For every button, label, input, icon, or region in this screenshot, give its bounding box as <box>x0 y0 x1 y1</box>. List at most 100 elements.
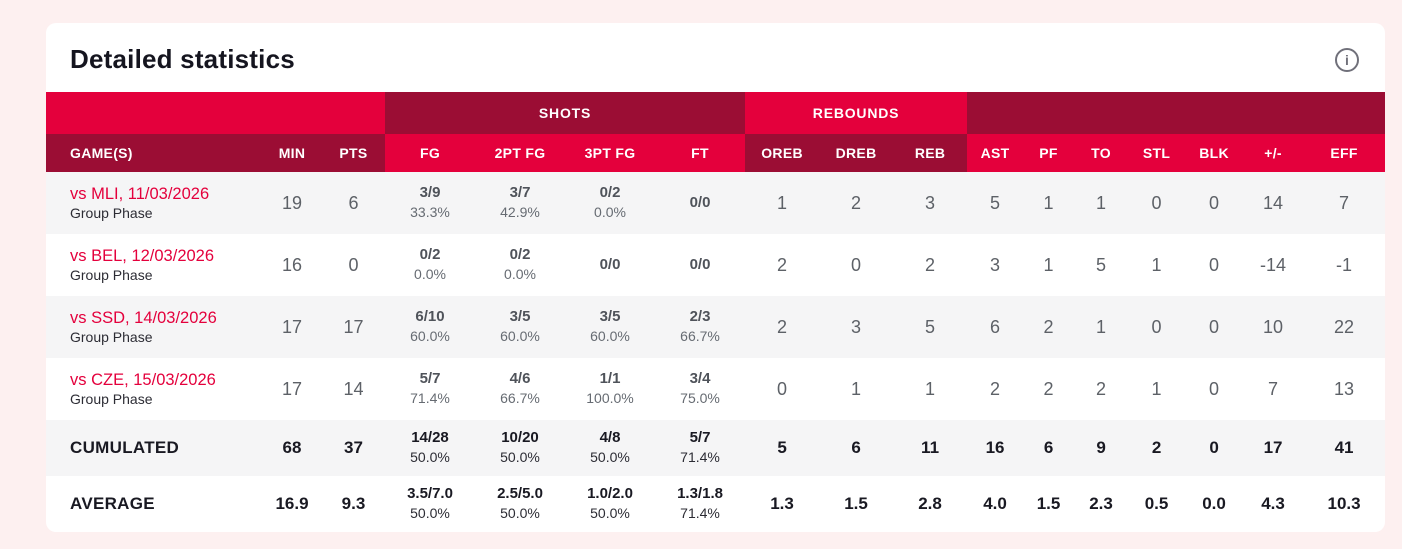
group-header-rebounds: REBOUNDS <box>745 92 968 134</box>
stat-cell-blk: 0 <box>1209 438 1219 457</box>
ft-cell: 1.3/1.8 71.4% <box>655 476 745 532</box>
shot-value: 4/6 <box>509 370 531 388</box>
shot-value: 2.5/5.0 <box>497 485 543 503</box>
page-title: Detailed statistics <box>70 44 295 74</box>
game-link[interactable]: vs MLI, 11/03/2026 <box>70 184 210 203</box>
game-link[interactable]: vs BEL, 12/03/2026 <box>70 246 215 265</box>
shot-value: 3/9 <box>419 184 441 202</box>
shot-pct: 66.7% <box>680 328 720 345</box>
stat-cell-stl: 2 <box>1151 438 1162 457</box>
stat-cell-plus-minus: 7 <box>1268 378 1279 399</box>
stat-cell-pf: 1 <box>1043 254 1054 275</box>
game-cell: vs SSD, 14/03/2026 Group Phase <box>46 296 262 358</box>
shot-pct: 33.3% <box>410 204 450 221</box>
stat-cell-blk: 0.0 <box>1202 494 1226 513</box>
stat-cell-plus-minus: 17 <box>1263 438 1283 457</box>
fg-cell: 6/10 60.0% <box>385 296 475 358</box>
shot-pct: 0.0% <box>594 204 626 221</box>
stat-cell-blk: 0 <box>1209 316 1220 337</box>
3pt-fg-cell: 0/0 <box>565 234 655 296</box>
stats-table-body: vs MLI, 11/03/2026 Group Phase 1 9 6 3/9 33.3%… <box>46 172 1385 532</box>
fg-cell: 5/7 71.4% <box>385 358 475 420</box>
stats-table-head: SHOTS REBOUNDS GAME(S) MIN PTS FG 2PT FG 3PT F… <box>46 92 1385 172</box>
fg-cell: 14/28 50.0% <box>385 420 475 476</box>
shot-pct: 100.0% <box>586 390 634 407</box>
total-label-cell: AVERAGE <box>46 476 262 532</box>
shot-value: 2/3 <box>689 308 711 326</box>
stat-cell-oreb: 5 <box>777 438 787 457</box>
shot-pct: 66.7% <box>500 390 540 407</box>
shot-value: 5/7 <box>689 429 711 447</box>
stat-cell-to: 5 <box>1096 254 1107 275</box>
game-cell: vs CZE, 15/03/2026 Group Phase <box>46 358 262 420</box>
game-link[interactable]: vs CZE, 15/03/2026 <box>70 370 216 389</box>
3pt-fg-cell: 3/5 60.0% <box>565 296 655 358</box>
stat-cell-dreb: 6 <box>851 438 861 457</box>
stat-cell-to: 2.3 <box>1089 494 1113 513</box>
column-header-row: GAME(S) MIN PTS FG 2PT FG 3PT FG FT OREB DREB REB… <box>46 134 1385 172</box>
game-phase: Group Phase <box>70 267 153 284</box>
shot-pct: 50.0% <box>410 505 450 522</box>
shot-value: 3.5/7.0 <box>407 485 453 503</box>
col-header-2pt-fg: 2PT FG <box>475 134 565 172</box>
ft-cell: 3/4 75.0% <box>655 358 745 420</box>
group-header-row: SHOTS REBOUNDS <box>46 92 1385 134</box>
min-cell: 16 <box>281 254 303 275</box>
stat-cell-dreb: 3 <box>851 316 862 337</box>
shot-pct: 50.0% <box>410 449 450 466</box>
stat-cell-blk: 0 <box>1209 192 1220 213</box>
shot-value: 14/28 <box>411 429 449 447</box>
col-header-plus-minus: +/- <box>1243 134 1304 172</box>
col-header-eff: EFF <box>1303 134 1385 172</box>
stat-cell-pf: 1.5 <box>1036 494 1061 513</box>
stat-cell-stl: 0 <box>1151 192 1162 213</box>
stat-cell-dreb: 1 <box>851 378 862 399</box>
total-row-average: AVERAGE 16.9 9.3 3.5/7.0 50.0% 2.5/5.0 50.0% 1.… <box>46 476 1385 532</box>
shot-value: 0/2 <box>599 184 621 202</box>
stat-cell-eff: 22 <box>1334 316 1355 337</box>
ft-cell: 0/0 <box>655 234 745 296</box>
game-link[interactable]: vs SSD, 14/03/2026 <box>70 308 217 327</box>
shot-pct: 0.0% <box>414 266 446 283</box>
stat-cell-ast: 6 <box>990 316 1001 337</box>
stat-cell-dreb: 2 <box>851 192 862 213</box>
stat-cell-ast: 3 <box>990 254 1001 275</box>
shot-value: 4/8 <box>599 429 621 447</box>
shot-value: 10/20 <box>501 429 539 447</box>
shot-value: 0/0 <box>689 255 711 273</box>
detailed-statistics-card: Detailed statistics i SHOTS REBOUNDS GAME… <box>46 23 1385 532</box>
stat-cell-plus-minus: -14 <box>1260 254 1287 275</box>
shot-value: 5/7 <box>419 370 441 388</box>
stat-cell-blk: 0 <box>1209 378 1220 399</box>
stats-table: SHOTS REBOUNDS GAME(S) MIN PTS FG 2PT FG 3PT F… <box>46 92 1385 532</box>
pts-cell: 37 <box>344 438 363 457</box>
stat-cell-ast: 4.0 <box>983 494 1007 513</box>
stat-cell-reb: 3 <box>925 192 936 213</box>
shot-value: 6/10 <box>415 308 445 326</box>
info-icon[interactable]: i <box>1335 47 1359 72</box>
pts-cell: 0 <box>348 254 359 275</box>
stat-cell-to: 9 <box>1096 438 1106 457</box>
col-header-stl: STL <box>1128 134 1186 172</box>
2pt-fg-cell: 0/2 0.0% <box>475 234 565 296</box>
stat-cell-ast: 2 <box>990 378 1001 399</box>
game-phase: Group Phase <box>70 329 153 346</box>
stat-cell-dreb: 0 <box>851 254 862 275</box>
stat-cell-eff: -1 <box>1336 254 1353 275</box>
col-header-ft: FT <box>655 134 746 172</box>
stat-cell-pf: 2 <box>1043 378 1054 399</box>
game-row: vs BEL, 12/03/2026 Group Phase 16 0 0/2 0.0% 0… <box>46 234 1385 296</box>
shot-pct: 42.9% <box>500 204 540 221</box>
stat-cell-dreb: 1.5 <box>844 494 868 513</box>
col-header-pts: PTS <box>322 134 385 172</box>
shot-pct: 50.0% <box>590 449 630 466</box>
col-header-oreb: OREB <box>745 134 820 172</box>
min-cell: 17 <box>281 316 303 337</box>
stat-cell-reb: 2 <box>925 254 936 275</box>
shot-value: 1/1 <box>599 370 621 388</box>
pts-cell: 14 <box>343 378 364 399</box>
shot-pct: 75.0% <box>680 390 720 407</box>
col-header-dreb: DREB <box>819 134 894 172</box>
shot-pct: 50.0% <box>590 505 630 522</box>
group-header-shots: SHOTS <box>385 92 746 134</box>
